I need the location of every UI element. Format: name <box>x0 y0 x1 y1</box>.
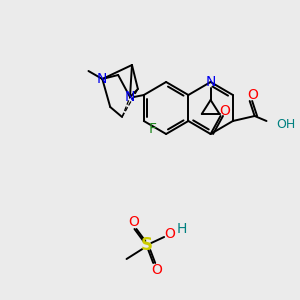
Text: N: N <box>97 72 107 86</box>
Text: O: O <box>128 215 139 229</box>
Text: H: H <box>177 222 187 236</box>
Text: N: N <box>125 90 135 104</box>
Text: OH: OH <box>276 118 296 130</box>
Text: O: O <box>219 104 230 118</box>
Text: O: O <box>247 88 258 102</box>
Text: S: S <box>140 236 152 254</box>
Text: N: N <box>206 75 216 89</box>
Text: O: O <box>165 227 176 241</box>
Text: O: O <box>151 263 162 277</box>
Text: F: F <box>148 122 156 136</box>
